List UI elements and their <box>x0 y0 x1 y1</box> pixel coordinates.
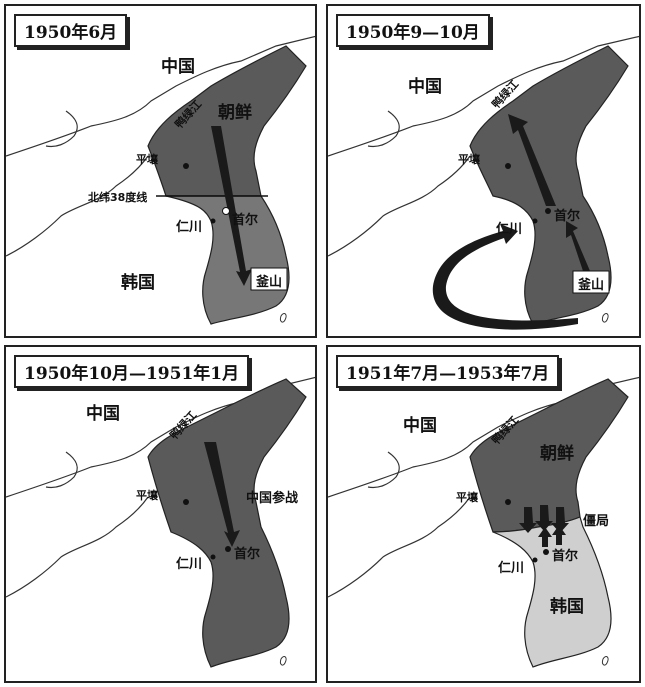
busan-box <box>572 270 610 294</box>
label-seoul: 首尔 <box>552 549 579 564</box>
label-pyongyang: 平壤 <box>456 491 478 504</box>
busan-box <box>250 267 288 291</box>
panel-title: 1950年6月 <box>14 14 128 47</box>
stalemate-arrows <box>519 505 569 547</box>
mainland-coast <box>6 376 315 598</box>
label-incheon: 仁川 <box>498 561 525 576</box>
label-stalemate: 僵局 <box>583 514 610 529</box>
label-incheon: 仁川 <box>176 220 203 235</box>
seoul-dot <box>545 208 551 214</box>
incheon-landing-arrow <box>432 224 578 330</box>
label-china: 中国 <box>408 77 442 97</box>
southward-arrow <box>204 442 240 547</box>
label-south-korea: 韩国 <box>550 597 584 617</box>
label-pyongyang: 平壤 <box>136 153 158 166</box>
island <box>280 655 287 666</box>
advance-arrow <box>211 126 252 286</box>
incheon-dot <box>532 218 538 224</box>
mainland-coast <box>328 376 639 598</box>
mainland-coast <box>6 35 315 257</box>
pyongyang-dot <box>183 499 189 505</box>
label-china-enters-war: 中国参战 <box>246 491 299 506</box>
pyongyang-dot <box>183 163 189 169</box>
label-north-korea: 朝鲜 <box>218 103 252 123</box>
map-panel-1950-oct-1951-jan: 1950年10月—1951年1月 中国 鸭绿江 平壤 中国参战 仁川 首尔 <box>4 345 317 683</box>
map-panel-1950-sep-oct: 1950年9—10月 中国 鸭绿江 平壤 仁川 首尔 釜山 <box>326 4 641 338</box>
map-panel-4-graphic <box>328 376 639 668</box>
incheon-dot <box>210 554 216 560</box>
seoul-dot <box>222 207 230 215</box>
label-busan: 釜山 <box>256 275 283 290</box>
seoul-dot <box>225 546 231 552</box>
panel-title: 1950年9—10月 <box>336 14 490 47</box>
label-38th-parallel: 北纬38度线 <box>88 191 148 204</box>
seoul-dot <box>543 549 549 555</box>
label-china: 中国 <box>161 57 195 77</box>
label-china: 中国 <box>403 416 437 436</box>
label-busan: 釜山 <box>578 278 605 293</box>
incheon-dot <box>210 218 216 224</box>
label-incheon: 仁川 <box>176 557 203 572</box>
label-seoul: 首尔 <box>234 547 261 562</box>
label-seoul: 首尔 <box>554 209 581 224</box>
map-panel-1950-jun: 1950年6月 中国 朝鲜 鸭绿江 平壤 北纬38度线 仁川 首尔 韩国 釜山 <box>4 4 317 338</box>
panel-title: 1951年7月—1953年7月 <box>336 355 560 388</box>
label-pyongyang: 平壤 <box>136 489 158 502</box>
map-panel-3-graphic <box>6 376 315 668</box>
mainland-coast <box>328 35 639 257</box>
map-panel-2-graphic <box>328 35 639 330</box>
incheon-dot <box>532 557 538 563</box>
pyongyang-dot <box>505 499 511 505</box>
map-panel-1951-jul-1953-jul: 1951年7月—1953年7月 中国 鸭绿江 朝鲜 平壤 僵局 仁川 首尔 韩国 <box>326 345 641 683</box>
label-incheon: 仁川 <box>496 222 523 237</box>
label-seoul: 首尔 <box>232 213 259 228</box>
island <box>602 655 609 666</box>
label-south-korea: 韩国 <box>121 273 155 293</box>
northward-arrow <box>508 114 556 206</box>
label-pyongyang: 平壤 <box>458 153 480 166</box>
map-panel-1-graphic <box>6 35 315 325</box>
busan-breakout-arrow <box>566 221 590 271</box>
island <box>602 312 609 323</box>
pyongyang-dot <box>505 163 511 169</box>
label-china: 中国 <box>86 404 120 424</box>
label-north-korea: 朝鲜 <box>540 444 574 464</box>
panel-title: 1950年10月—1951年1月 <box>14 355 250 388</box>
island <box>280 312 287 323</box>
